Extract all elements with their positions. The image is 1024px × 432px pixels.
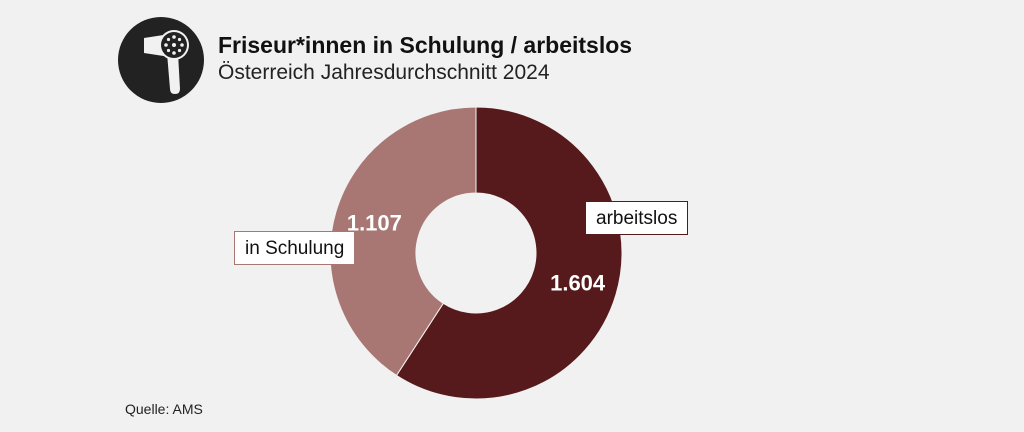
source-note: Quelle: AMS	[125, 401, 203, 417]
donut-slice-arbeitslos	[395, 106, 623, 400]
chart-subtitle: Österreich Jahresdurchschnitt 2024	[218, 61, 550, 84]
slice-value-label: 1.107	[347, 210, 402, 235]
callout-in-schulung: in Schulung	[234, 231, 356, 265]
chart-title: Friseur*innen in Schulung / arbeitslos	[218, 32, 633, 58]
slice-value-label: 1.604	[550, 271, 606, 296]
hair-dryer-icon	[118, 17, 204, 103]
callout-arbeitslos: arbeitslos	[585, 201, 689, 235]
hair-dryer-logo	[118, 17, 204, 103]
donut-slice-in-schulung	[329, 106, 477, 377]
